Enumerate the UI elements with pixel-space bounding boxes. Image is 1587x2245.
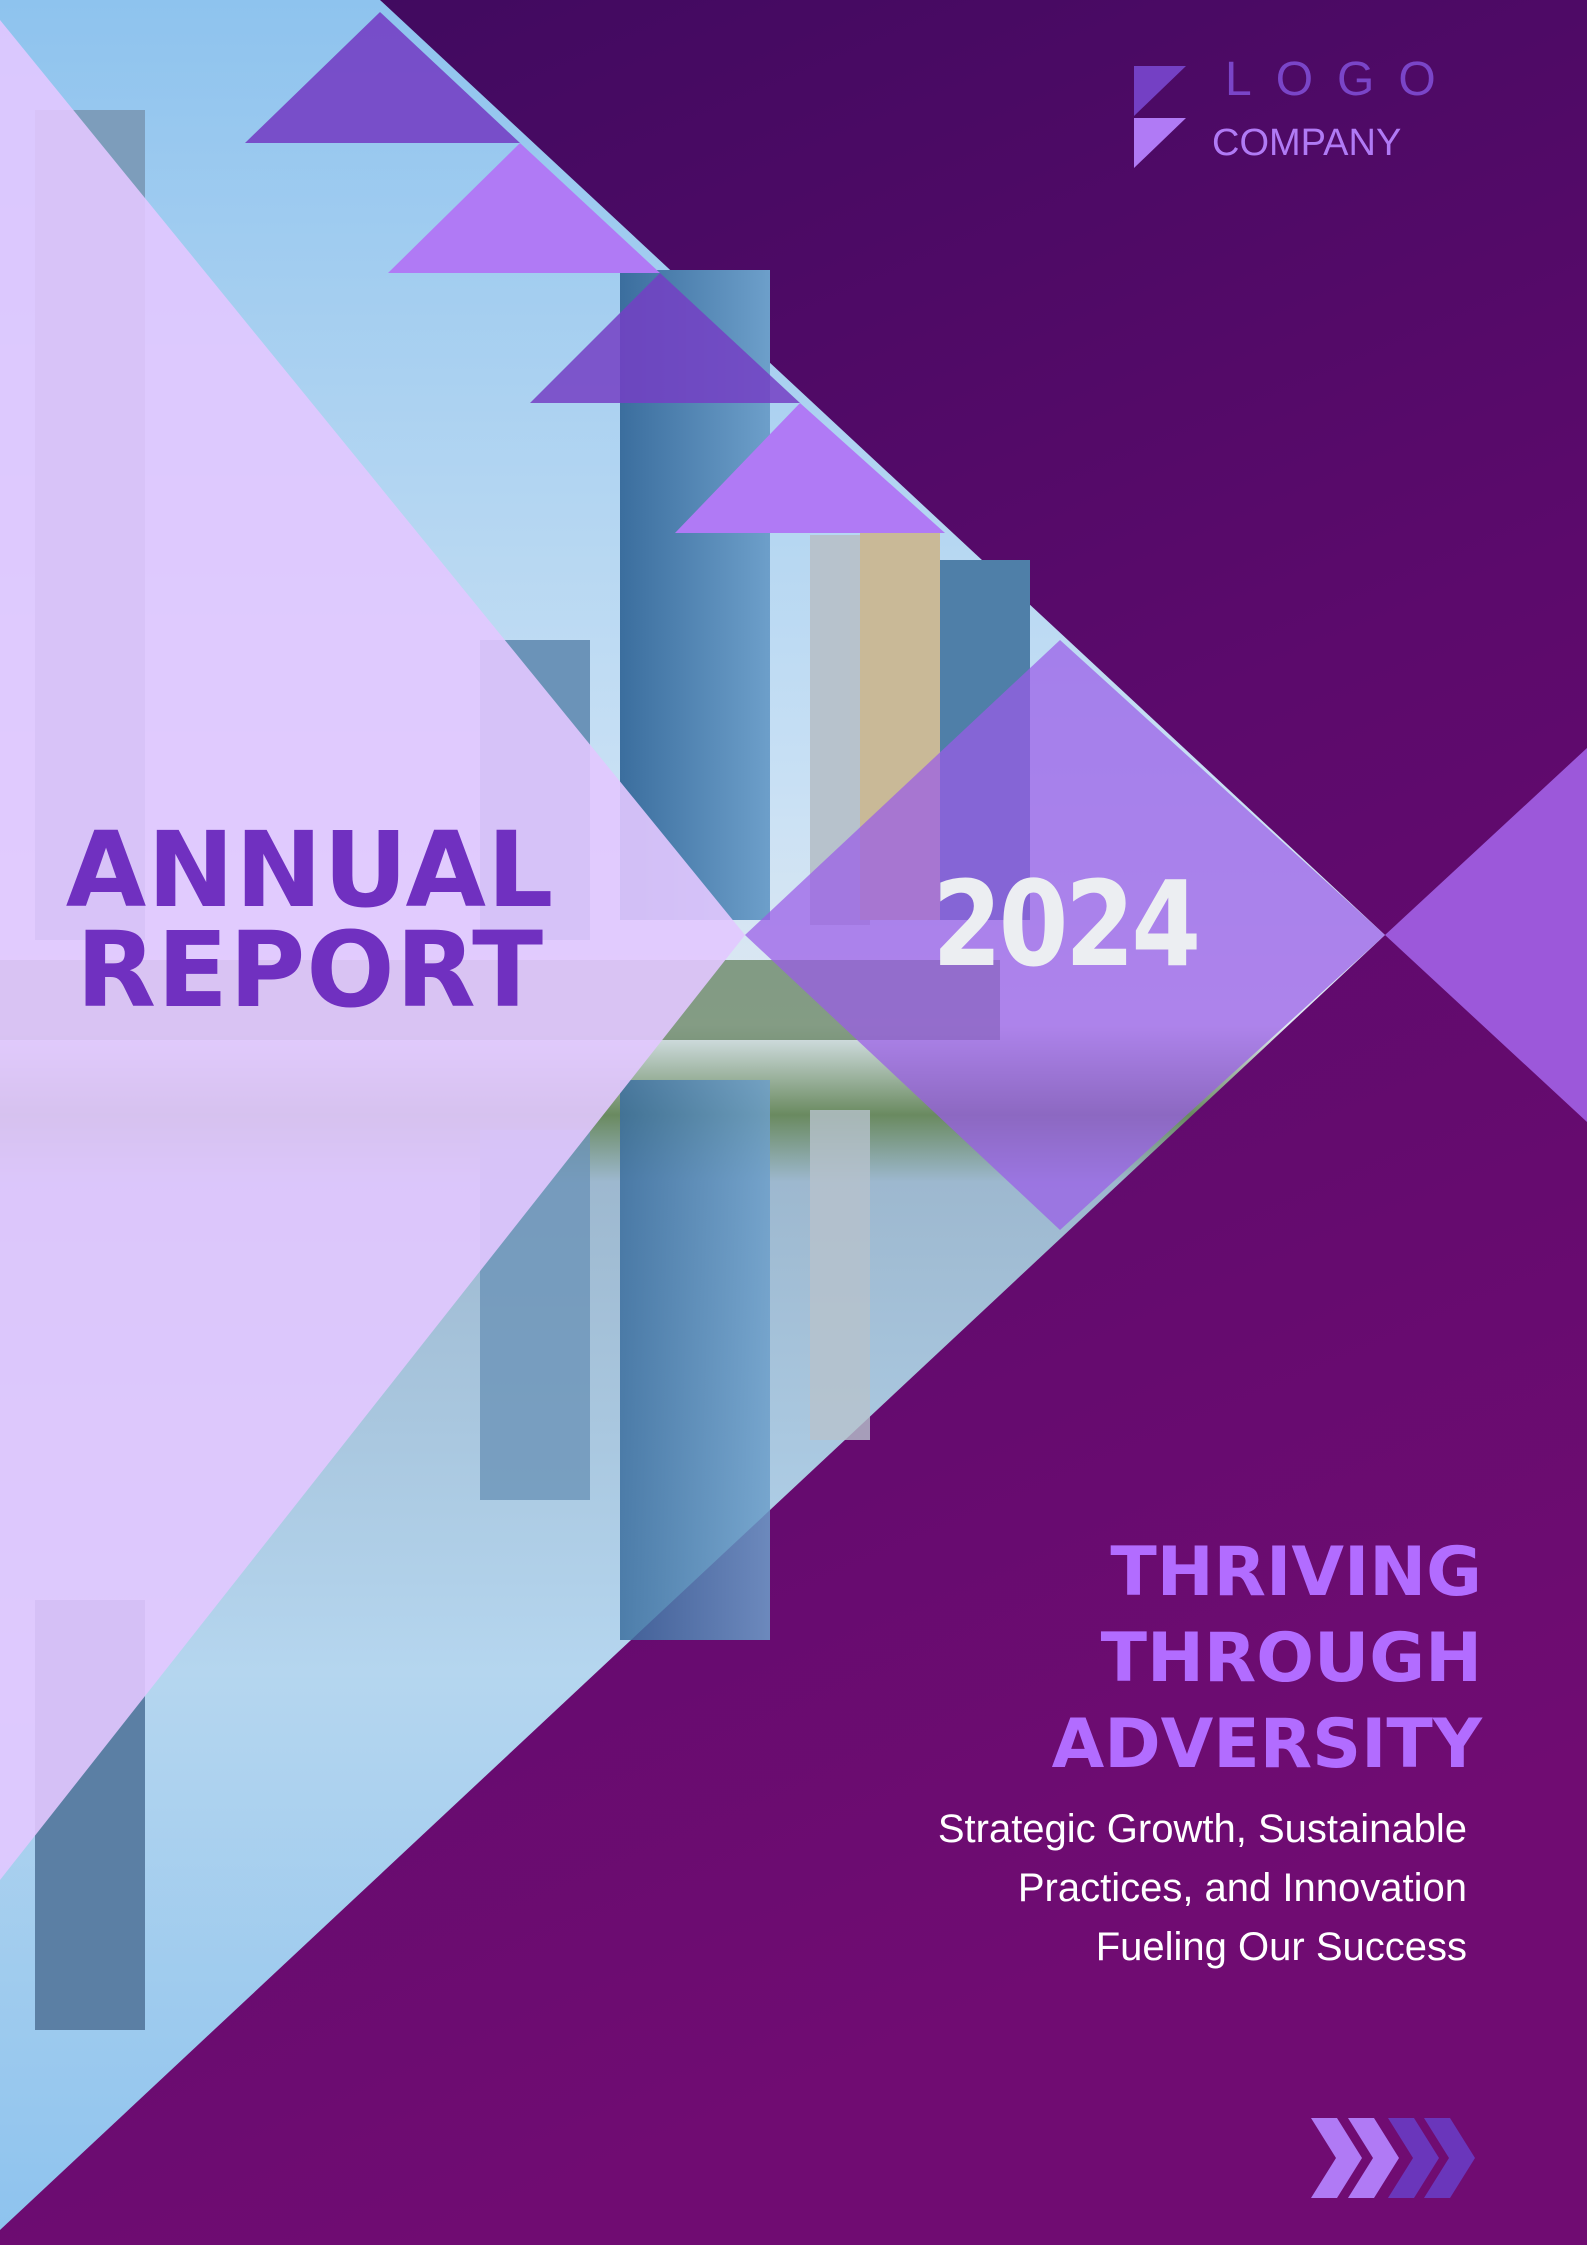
headline: THRIVING THROUGH ADVERSITY (1052, 1530, 1482, 1788)
subtitle-line: Strategic Growth, Sustainable (937, 1807, 1467, 1851)
title-line-1: ANNUAL (65, 809, 555, 931)
logo-word: LOGO (1225, 53, 1460, 106)
title-line-2: REPORT (75, 909, 545, 1031)
logo-mark-icon (1134, 66, 1186, 168)
right-triangle (1385, 748, 1587, 1122)
subtitle-line: Fueling Our Success (1095, 1925, 1467, 1969)
center-diamond (745, 640, 1385, 1230)
subtitle: Strategic Growth, Sustainable Practices,… (938, 1800, 1467, 1977)
stair-triangle-2 (388, 143, 660, 273)
stair-triangle-3 (530, 273, 800, 403)
chevron-right-icon (1311, 2118, 1475, 2198)
logo-company-name: COMPANY (1212, 122, 1402, 164)
report-year: 2024 (932, 855, 1201, 993)
lavender-triangle (0, 20, 745, 1880)
headline-line: ADVERSITY (1051, 1705, 1482, 1784)
stair-triangle-4 (675, 403, 945, 533)
headline-line: THROUGH (1100, 1619, 1482, 1698)
headline-line: THRIVING (1110, 1533, 1482, 1612)
report-title: ANNUAL REPORT (40, 809, 580, 1031)
subtitle-line: Practices, and Innovation (1017, 1866, 1467, 1910)
stair-triangle-1 (245, 12, 520, 143)
